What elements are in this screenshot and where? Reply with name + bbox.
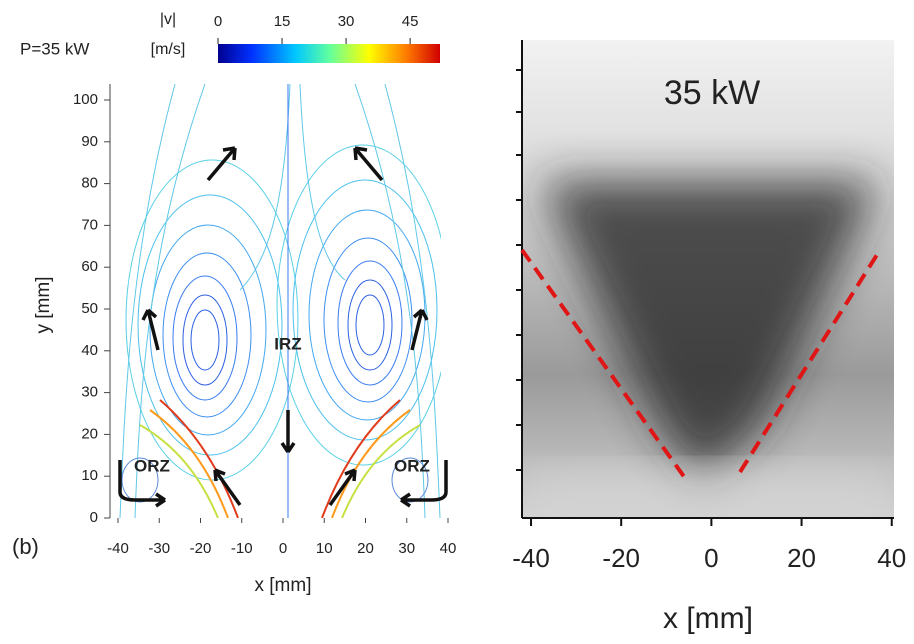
x-tick-label: 20 (357, 540, 374, 557)
y-tick-label: 50 (81, 300, 98, 317)
colorbar-unit: [m/s] (151, 41, 186, 58)
x-tick-label: 20 (787, 543, 816, 573)
colorbar-tick-label: 30 (338, 13, 355, 30)
y-tick-label: 30 (81, 384, 98, 401)
x-tick-label: -40 (107, 540, 129, 557)
flame-angle-lines (520, 248, 882, 480)
x-tick-label: 30 (398, 540, 415, 557)
x-tick-label: -20 (602, 543, 640, 573)
left-vortex (125, 159, 299, 481)
y-tick-label: 20 (81, 425, 98, 442)
colorbar (218, 44, 440, 63)
region-label: ORZ (134, 456, 170, 475)
y-axis-label: y [mm] (33, 277, 54, 334)
x-tick-label: -20 (190, 540, 212, 557)
x-tick-label: 40 (440, 540, 457, 557)
streamlines (113, 84, 441, 518)
x-tick-label: 0 (279, 540, 287, 557)
x-axis-label: x [mm] (663, 602, 753, 635)
y-tick-label: 70 (81, 216, 98, 233)
flow-arrows (118, 146, 448, 508)
jets (139, 399, 421, 518)
outer-lines (119, 84, 441, 518)
image-floor (522, 470, 894, 518)
y-tick-label: 60 (81, 258, 98, 275)
y-tick-label: 80 (81, 175, 98, 192)
colorbar-tick-label: 45 (402, 13, 419, 30)
x-tick-label: 0 (704, 543, 718, 573)
y-tick-label: 100 (73, 91, 98, 108)
intensity-image (522, 40, 894, 518)
x-tick-label: -30 (148, 540, 170, 557)
y-tick-label: 40 (81, 342, 98, 359)
y-tick-label: 10 (81, 467, 98, 484)
corner-vortices (121, 457, 429, 503)
region-label: ORZ (394, 456, 430, 475)
x-axis-label: x [mm] (255, 575, 312, 596)
colorbar-symbol: |v| (160, 11, 176, 28)
panel-label: (b) (12, 534, 39, 559)
colorbar-tick-label: 0 (214, 13, 222, 30)
y-tick-label: 90 (81, 133, 98, 150)
y-tick-label: 0 (90, 509, 98, 526)
region-label: IRZ (274, 334, 301, 353)
x-tick-label: 10 (316, 540, 333, 557)
x-tick-label: -40 (512, 543, 550, 573)
y-axis-ticks (516, 69, 522, 471)
x-tick-label: 40 (877, 543, 906, 573)
colorbar-tick-label: 15 (274, 13, 291, 30)
image-title: 35 kW (664, 74, 760, 112)
x-tick-label: -10 (231, 540, 253, 557)
power-label: P=35 kW (20, 39, 89, 58)
flame-shape (540, 180, 880, 480)
